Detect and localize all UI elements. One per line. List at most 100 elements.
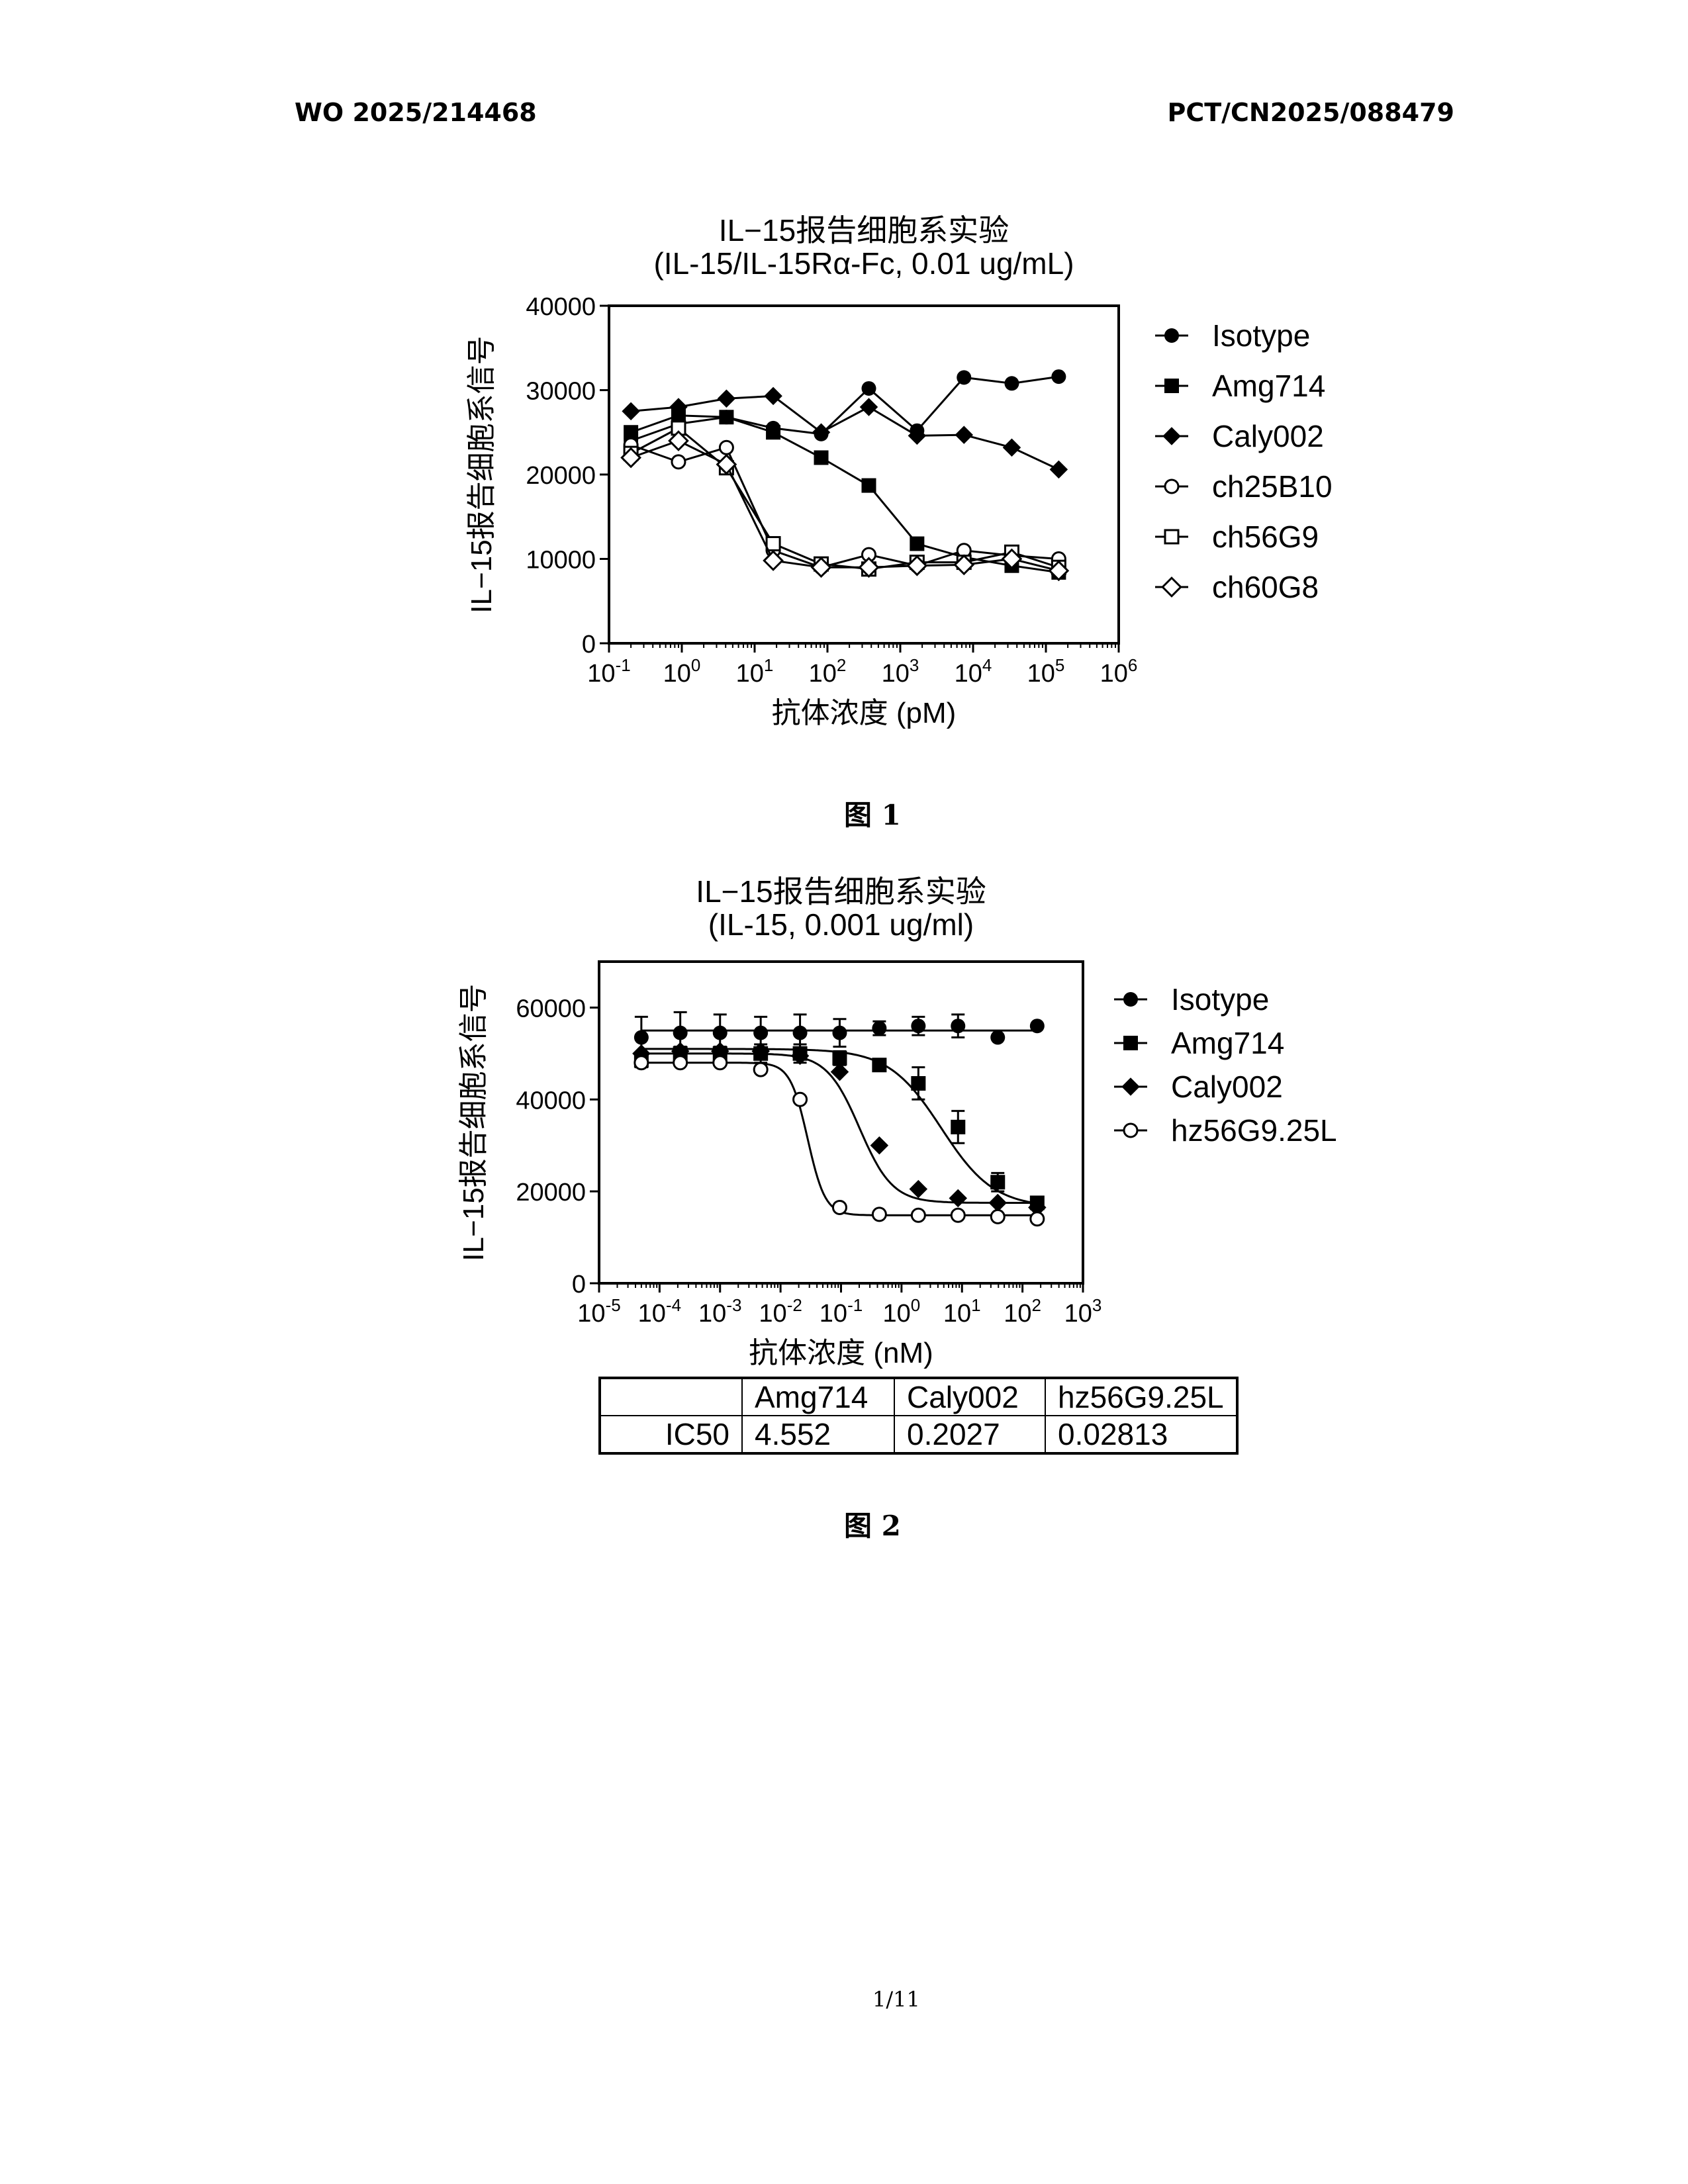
chart2-series-hz56g9-25l-point bbox=[950, 1207, 966, 1223]
chart1-x-tick-label: 104 bbox=[955, 655, 992, 688]
chart2-series-hz56g9-25l-point bbox=[673, 1055, 688, 1071]
chart1-series-ch60g8-point bbox=[620, 447, 641, 469]
chart1-legend-marker-isotype bbox=[1164, 328, 1179, 343]
chart2-series-amg714-point bbox=[832, 1050, 847, 1066]
chart1-x-tick-label: 102 bbox=[809, 655, 847, 688]
chart1-series-ch60g8-point bbox=[716, 453, 737, 475]
chart1-series-caly002-point bbox=[955, 426, 974, 444]
chart1-x-tick-label: 106 bbox=[1100, 655, 1138, 688]
ic50-row-label: IC50 bbox=[599, 1415, 743, 1454]
chart2-series-amg714-point bbox=[951, 1119, 966, 1134]
chart1-series-caly002-point bbox=[1049, 460, 1068, 479]
ic50-value-caly002: 0.2027 bbox=[894, 1415, 1046, 1454]
chart2-y-tick-label: 0 bbox=[572, 1271, 586, 1298]
chart1-series-amg714-point bbox=[624, 425, 639, 440]
chart2-series-hz56g9-25l-point bbox=[990, 1208, 1006, 1224]
chart1-legend-label-ch60g8: ch60G8 bbox=[1212, 570, 1319, 604]
chart2-series-isotype-point bbox=[872, 1021, 887, 1036]
chart1-series-ch60g8-point bbox=[906, 555, 928, 576]
chart1-legend-label-caly002: Caly002 bbox=[1212, 419, 1324, 453]
chart2-series-isotype-point bbox=[1029, 1019, 1045, 1034]
chart1-y-tick-label: 10000 bbox=[526, 547, 596, 574]
chart2-x-tick-label: 10-1 bbox=[820, 1295, 863, 1328]
chart1-series-ch60g8-point bbox=[953, 554, 975, 576]
chart1-series-amg714-point bbox=[814, 450, 829, 465]
chart2-x-tick-label: 10-5 bbox=[577, 1295, 620, 1328]
figure-1-caption: 图 1 bbox=[844, 799, 901, 831]
chart1-series-amg714-point bbox=[910, 536, 925, 551]
ic50-value-amg714: 4.552 bbox=[741, 1415, 895, 1454]
chart2-series-isotype-point bbox=[951, 1019, 966, 1034]
chart2-series-caly002-point bbox=[988, 1193, 1008, 1212]
chart2-x-tick-label: 10-2 bbox=[759, 1295, 802, 1328]
chart1-series-caly002-point bbox=[859, 398, 878, 416]
chart1-y-tick-label: 30000 bbox=[526, 378, 596, 406]
chart1-series-isotype-line bbox=[630, 375, 1059, 442]
chart2-series-isotype-point bbox=[633, 1030, 649, 1045]
ic50-col-amg714: Amg714 bbox=[741, 1377, 895, 1416]
chart2-x-axis-label: 抗体浓度 (nM) bbox=[749, 1337, 933, 1369]
chart1-series-ch60g8-point bbox=[763, 550, 784, 571]
ic50-col-caly002: Caly002 bbox=[894, 1377, 1046, 1416]
chart1-series-amg714-point bbox=[766, 425, 781, 440]
chart2-series-amg714-point bbox=[872, 1058, 887, 1073]
chart2-subtitle: (IL-15, 0.001 ug/ml) bbox=[708, 907, 974, 942]
ic50-table: Amg714 Caly002 hz56G9.25L IC50 4.552 0.2… bbox=[598, 1377, 1239, 1455]
chart2-series-hz56g9-25l-point bbox=[633, 1055, 649, 1071]
chart1-series-caly002-line bbox=[630, 394, 1060, 471]
chart2-x-tick-label: 10-4 bbox=[638, 1295, 681, 1328]
chart2-y-axis-label: IL−15报告细胞系信号 bbox=[457, 983, 490, 1261]
chart1-series-amg714-point bbox=[861, 478, 876, 493]
chart1-series-amg714-point bbox=[719, 410, 734, 425]
ic50-col-hz56g9: hz56G9.25L bbox=[1045, 1377, 1238, 1416]
chart2-legend-label-isotype: Isotype bbox=[1171, 982, 1269, 1017]
chart2-series-caly002-point bbox=[1028, 1198, 1047, 1217]
chart2-series-hz56g9-25l-point bbox=[1029, 1211, 1045, 1227]
chart1-legend-marker-ch56g9 bbox=[1164, 529, 1180, 545]
figure-2-caption: 图 2 bbox=[844, 1510, 901, 1542]
chart2-series-amg714-point bbox=[911, 1075, 926, 1091]
chart1-series-ch25b10-point bbox=[671, 454, 686, 470]
chart1-legend-label-ch56g9: ch56G9 bbox=[1212, 520, 1319, 554]
chart1-y-tick-label: 40000 bbox=[526, 293, 596, 321]
chart2-x-tick-label: 103 bbox=[1064, 1295, 1102, 1328]
chart2-x-tick-label: 10-3 bbox=[698, 1295, 741, 1328]
chart1-series-caly002-point bbox=[717, 389, 736, 408]
chart2-legend-label-caly002: Caly002 bbox=[1171, 1069, 1283, 1104]
chart1-title: IL−15报告细胞系实验 bbox=[719, 213, 1009, 248]
chart2-series-isotype-point bbox=[911, 1019, 926, 1034]
chart2-series-caly002-point bbox=[949, 1189, 968, 1208]
chart2-legend-label-amg714: Amg714 bbox=[1171, 1026, 1284, 1060]
chart1-x-tick-label: 101 bbox=[736, 655, 774, 688]
chart1-legend-marker-ch25b10 bbox=[1164, 478, 1180, 494]
chart2-series-hz56g9-25l-point bbox=[871, 1206, 887, 1222]
chart1-legend-marker-caly002 bbox=[1162, 427, 1181, 445]
chart1-subtitle: (IL-15/IL-15Rα-Fc, 0.01 ug/mL) bbox=[653, 246, 1074, 281]
application-number: PCT/CN2025/088479 bbox=[1167, 98, 1454, 127]
chart2-legend-marker-isotype bbox=[1123, 992, 1138, 1007]
chart2-series-caly002-point bbox=[790, 1046, 810, 1066]
chart2-series-isotype-point bbox=[673, 1025, 688, 1040]
chart1-legend-label-isotype: Isotype bbox=[1212, 318, 1310, 353]
chart2-series-caly002-fit-curve bbox=[641, 1052, 1037, 1204]
ic50-table-value-row: IC50 4.552 0.2027 0.02813 bbox=[599, 1415, 1238, 1454]
chart1-series-ch60g8-point bbox=[1048, 560, 1070, 582]
chart1-legend-marker-ch60g8 bbox=[1161, 576, 1182, 598]
chart2-series-caly002-point bbox=[830, 1062, 849, 1081]
chart1-series-ch60g8-point bbox=[858, 557, 880, 578]
chart2-y-tick-label: 20000 bbox=[516, 1179, 586, 1206]
chart2-series-isotype-point bbox=[990, 1030, 1006, 1045]
chart2-series-caly002-point bbox=[711, 1042, 729, 1061]
chart1-y-tick-label: 0 bbox=[582, 631, 596, 659]
chart2-x-tick-label: 100 bbox=[883, 1295, 921, 1328]
chart2-x-tick-label: 101 bbox=[943, 1295, 981, 1328]
chart1-x-tick-label: 10-1 bbox=[587, 655, 630, 688]
chart2-x-tick-label: 102 bbox=[1004, 1295, 1041, 1328]
chart2-y-tick-label: 40000 bbox=[516, 1087, 586, 1115]
chart2-series-caly002-point bbox=[671, 1042, 690, 1061]
ic50-value-hz56g9: 0.02813 bbox=[1045, 1415, 1238, 1454]
chart1-series-caly002-point bbox=[622, 402, 640, 421]
ic50-table-header-row: Amg714 Caly002 hz56G9.25L bbox=[599, 1377, 1238, 1416]
chart1-series-isotype-point bbox=[957, 370, 972, 385]
chart2-legend-marker-caly002 bbox=[1121, 1077, 1140, 1096]
